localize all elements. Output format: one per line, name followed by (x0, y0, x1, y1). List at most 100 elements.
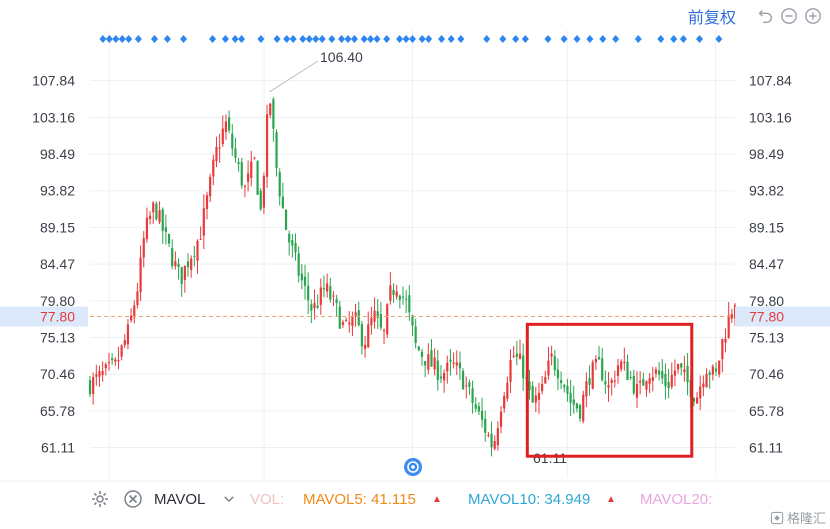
event-marker-icon (118, 35, 126, 43)
candle-body (455, 362, 458, 366)
candle-body (265, 114, 269, 177)
candle-body (130, 315, 133, 321)
candle-body (588, 378, 591, 385)
candle-body (155, 203, 158, 220)
candle-body (430, 350, 433, 367)
settings-gear-icon[interactable] (90, 489, 110, 509)
zoom-out-icon[interactable] (780, 7, 798, 25)
candle-body (673, 370, 677, 376)
event-marker-icon (499, 35, 507, 43)
undo-icon[interactable] (756, 7, 774, 25)
candle-body (506, 382, 509, 399)
event-marker-icon (350, 35, 358, 43)
candle-body (515, 353, 518, 357)
candle-body (250, 161, 253, 178)
candle-body (92, 377, 95, 394)
candle-body (604, 381, 607, 385)
event-marker-icon (670, 35, 678, 43)
candle-body (152, 202, 155, 213)
candle-body (398, 295, 401, 300)
candle-body (234, 148, 237, 158)
event-marker-icon (180, 35, 188, 43)
candle-body (714, 368, 718, 372)
candle-body (139, 257, 142, 292)
event-marker-icon (338, 35, 346, 43)
event-marker-icon (447, 35, 455, 43)
candle-body (300, 273, 303, 281)
candle-body (417, 346, 420, 351)
event-marker-icon (679, 35, 687, 43)
candle-body (145, 217, 149, 240)
zoom-in-icon[interactable] (804, 7, 822, 25)
event-marker-icon (402, 35, 410, 43)
close-circle-icon[interactable] (123, 489, 143, 509)
candle-body (676, 363, 680, 370)
candle-body (212, 159, 215, 177)
candle-body (357, 310, 360, 326)
candle-body (107, 362, 111, 364)
candle-body (395, 291, 398, 297)
candle-body (680, 363, 683, 368)
candle-body (256, 161, 259, 195)
candle-body (281, 196, 284, 208)
candle-body (288, 233, 291, 243)
event-marker-icon (99, 35, 107, 43)
candle-body (348, 322, 351, 325)
event-marker-icon (209, 35, 217, 43)
candle-body (496, 428, 499, 446)
candle-body (718, 360, 721, 375)
candle-body (531, 385, 534, 403)
candle-body (291, 240, 294, 246)
event-marker-icon (312, 35, 320, 43)
event-marker-icon (586, 35, 594, 43)
candle-body (240, 161, 243, 186)
candle-body (439, 376, 443, 379)
candle-body (123, 340, 126, 346)
candle-body (284, 209, 288, 231)
y-tick-label-left: 84.47 (40, 256, 75, 272)
candle-body (683, 369, 686, 373)
watermark-text: 格隆汇 (786, 511, 826, 526)
candle-body (512, 355, 515, 357)
y-tick-label-right: 65.78 (749, 403, 784, 419)
candle-body (721, 338, 724, 360)
watermark: 格隆汇 (770, 508, 826, 527)
y-tick-label-left: 75.13 (40, 329, 75, 345)
locate-target-icon[interactable] (404, 458, 422, 476)
up-triangle-icon: ▲ (606, 493, 616, 505)
candle-body (275, 132, 278, 169)
low-price-label: 61.11 (533, 450, 567, 466)
y-tick-label-right: 107.84 (749, 73, 792, 89)
candle-body (196, 240, 199, 261)
event-marker-icon (257, 35, 265, 43)
event-marker-icon (305, 35, 313, 43)
candle-body (329, 286, 332, 300)
indicator-select-label[interactable]: MAVOL (154, 490, 206, 508)
mavol20-label: MAVOL20: (640, 490, 713, 508)
candle-body (578, 405, 582, 419)
event-marker-icon (134, 35, 142, 43)
chevron-down-icon[interactable] (222, 492, 236, 506)
y-tick-label-left: 89.15 (40, 219, 75, 235)
candle-body (541, 384, 544, 392)
candle-body (601, 358, 604, 381)
candle-body (474, 404, 477, 409)
y-tick-label-left: 98.49 (40, 146, 75, 162)
candle-body (218, 147, 221, 149)
candle-body (594, 359, 597, 363)
candle-body (370, 317, 373, 326)
candle-body (228, 117, 231, 131)
y-tick-label-left: 79.80 (40, 293, 75, 309)
candle-body (550, 353, 553, 357)
candle-body (499, 411, 503, 427)
adjust-mode-button[interactable]: 前复权 (687, 10, 736, 27)
high-price-label: 106.40 (320, 49, 363, 65)
candle-body (126, 324, 130, 345)
candle-body (231, 133, 234, 149)
event-marker-icon (409, 35, 416, 43)
candle-body (692, 398, 695, 402)
candle-body (528, 381, 531, 391)
candle-body (186, 261, 190, 268)
candle-body (246, 173, 250, 182)
